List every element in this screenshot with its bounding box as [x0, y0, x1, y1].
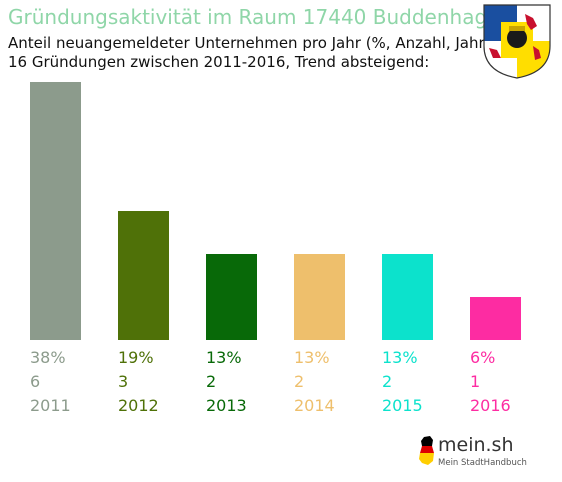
- subtitle-line-1: Anteil neuangemeldeter Unternehmen pro J…: [8, 34, 491, 52]
- bar-label-group: 13% 2 2013: [206, 346, 276, 418]
- subtitle-line-2: 16 Gründungen zwischen 2011-2016, Trend …: [8, 53, 430, 71]
- percent-label: 13%: [382, 348, 418, 367]
- count-label: 2: [294, 372, 305, 391]
- germany-map-icon: [419, 436, 434, 465]
- percent-label: 13%: [206, 348, 242, 367]
- count-label: 2: [206, 372, 217, 391]
- percent-label: 13%: [294, 348, 330, 367]
- year-label: 2014: [294, 396, 335, 415]
- bar-2015: [382, 254, 433, 340]
- logo-subtext: Mein StadtHandbuch: [438, 458, 527, 468]
- year-label: 2011: [30, 396, 71, 415]
- count-label: 1: [470, 372, 481, 391]
- percent-label: 6%: [470, 348, 496, 367]
- bar-2011: [30, 82, 81, 340]
- percent-label: 38%: [30, 348, 66, 367]
- year-label: 2015: [382, 396, 423, 415]
- bar-label-group: 19% 3 2012: [118, 346, 188, 418]
- chart-subtitle: Anteil neuangemeldeter Unternehmen pro J…: [8, 34, 491, 72]
- mein-sh-logo: mein.sh Mein StadtHandbuch: [416, 434, 528, 474]
- count-label: 2: [382, 372, 393, 391]
- year-label: 2016: [470, 396, 511, 415]
- bar-2016: [470, 297, 521, 340]
- year-label: 2013: [206, 396, 247, 415]
- coat-of-arms-icon: [481, 2, 553, 80]
- bar-label-group: 13% 2 2015: [382, 346, 452, 418]
- count-label: 3: [118, 372, 129, 391]
- bar-label-group: 38% 6 2011: [30, 346, 100, 418]
- bar-2014: [294, 254, 345, 340]
- year-label: 2012: [118, 396, 159, 415]
- bar-2012: [118, 211, 169, 340]
- bar-2013: [206, 254, 257, 340]
- count-label: 6: [30, 372, 41, 391]
- logo-text: mein.sh: [438, 434, 514, 456]
- bar-label-group: 6% 1 2016: [470, 346, 540, 418]
- chart-title: Gründungsaktivität im Raum 17440 Buddenh…: [8, 5, 513, 29]
- percent-label: 19%: [118, 348, 154, 367]
- bar-label-group: 13% 2 2014: [294, 346, 364, 418]
